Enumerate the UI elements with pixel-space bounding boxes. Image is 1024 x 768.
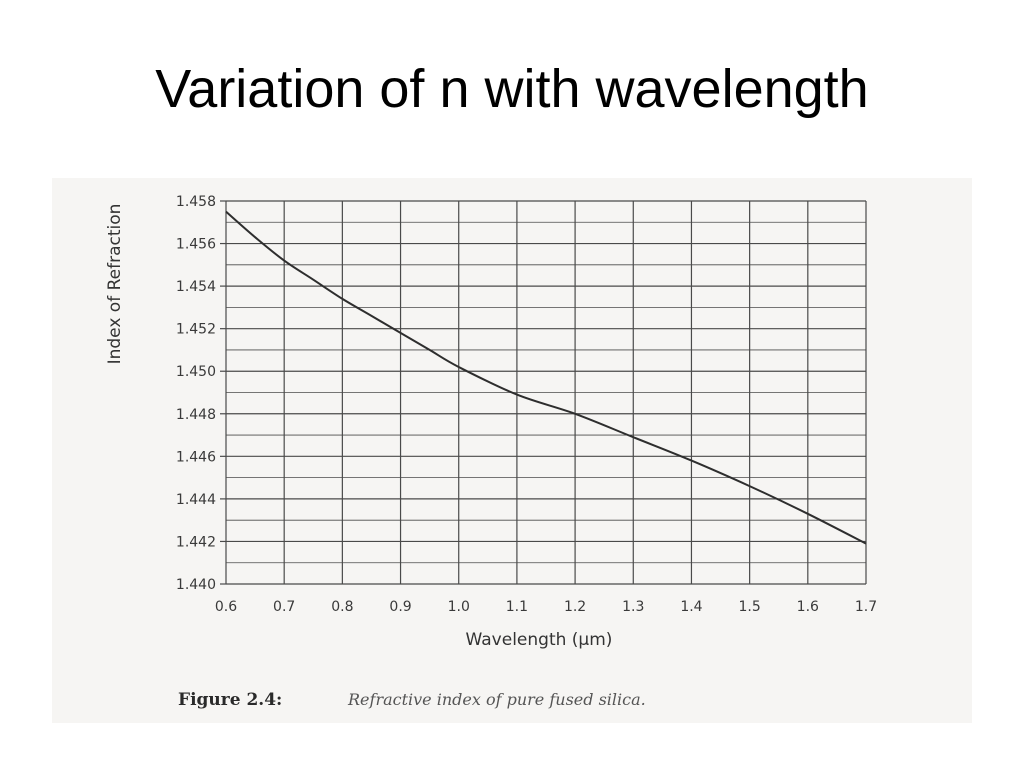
y-axis-title: Index of Refraction [105, 204, 125, 365]
grid-layer [220, 200, 867, 585]
x-tick-label: 1.7 [855, 599, 877, 615]
figure-caption-label: Figure 2.4: [178, 690, 282, 710]
x-tick-labels: 0.6 0.7 0.8 0.9 1.0 1.1 1.2 1.3 1.4 1.5 1.6 1.7 [215, 599, 877, 615]
y-tick-label: 1.442 [176, 534, 216, 550]
x-axis-title: Wavelength (µm) [466, 630, 613, 650]
x-tick-label: 0.6 [215, 599, 237, 615]
x-tick-label: 1.0 [448, 599, 470, 615]
y-tick-label: 1.450 [176, 364, 216, 380]
y-tick-label: 1.448 [176, 407, 216, 423]
y-tick-labels: 1.440 1.442 1.444 1.446 1.448 1.450 1.452 1.454… [176, 194, 216, 593]
y-tick-label: 1.440 [176, 577, 216, 593]
scanned-figure: 1.440 1.442 1.444 1.446 1.448 1.450 1.452 1.454… [52, 178, 972, 723]
x-tick-label: 1.5 [739, 599, 761, 615]
x-tick-label: 0.8 [331, 599, 353, 615]
y-tick-label: 1.444 [176, 492, 216, 508]
y-tick-label: 1.454 [176, 279, 216, 295]
y-tick-label: 1.446 [176, 449, 216, 465]
x-tick-label: 1.4 [680, 599, 702, 615]
y-tick-label: 1.458 [176, 194, 216, 210]
x-tick-label: 1.1 [506, 599, 528, 615]
x-tick-label: 0.7 [273, 599, 295, 615]
figure-caption-text: Refractive index of pure fused silica. [347, 690, 646, 709]
refractive-index-chart: 1.440 1.442 1.444 1.446 1.448 1.450 1.452 1.454… [105, 194, 877, 710]
series-line [225, 210, 867, 545]
x-tick-label: 1.2 [564, 599, 586, 615]
y-tick-label: 1.452 [176, 322, 216, 338]
x-tick-label: 1.3 [622, 599, 644, 615]
y-tick-label: 1.456 [176, 237, 216, 253]
x-tick-label: 0.9 [389, 599, 411, 615]
slide-title: Variation of n with wavelength [155, 59, 869, 119]
x-tick-label: 1.6 [797, 599, 819, 615]
